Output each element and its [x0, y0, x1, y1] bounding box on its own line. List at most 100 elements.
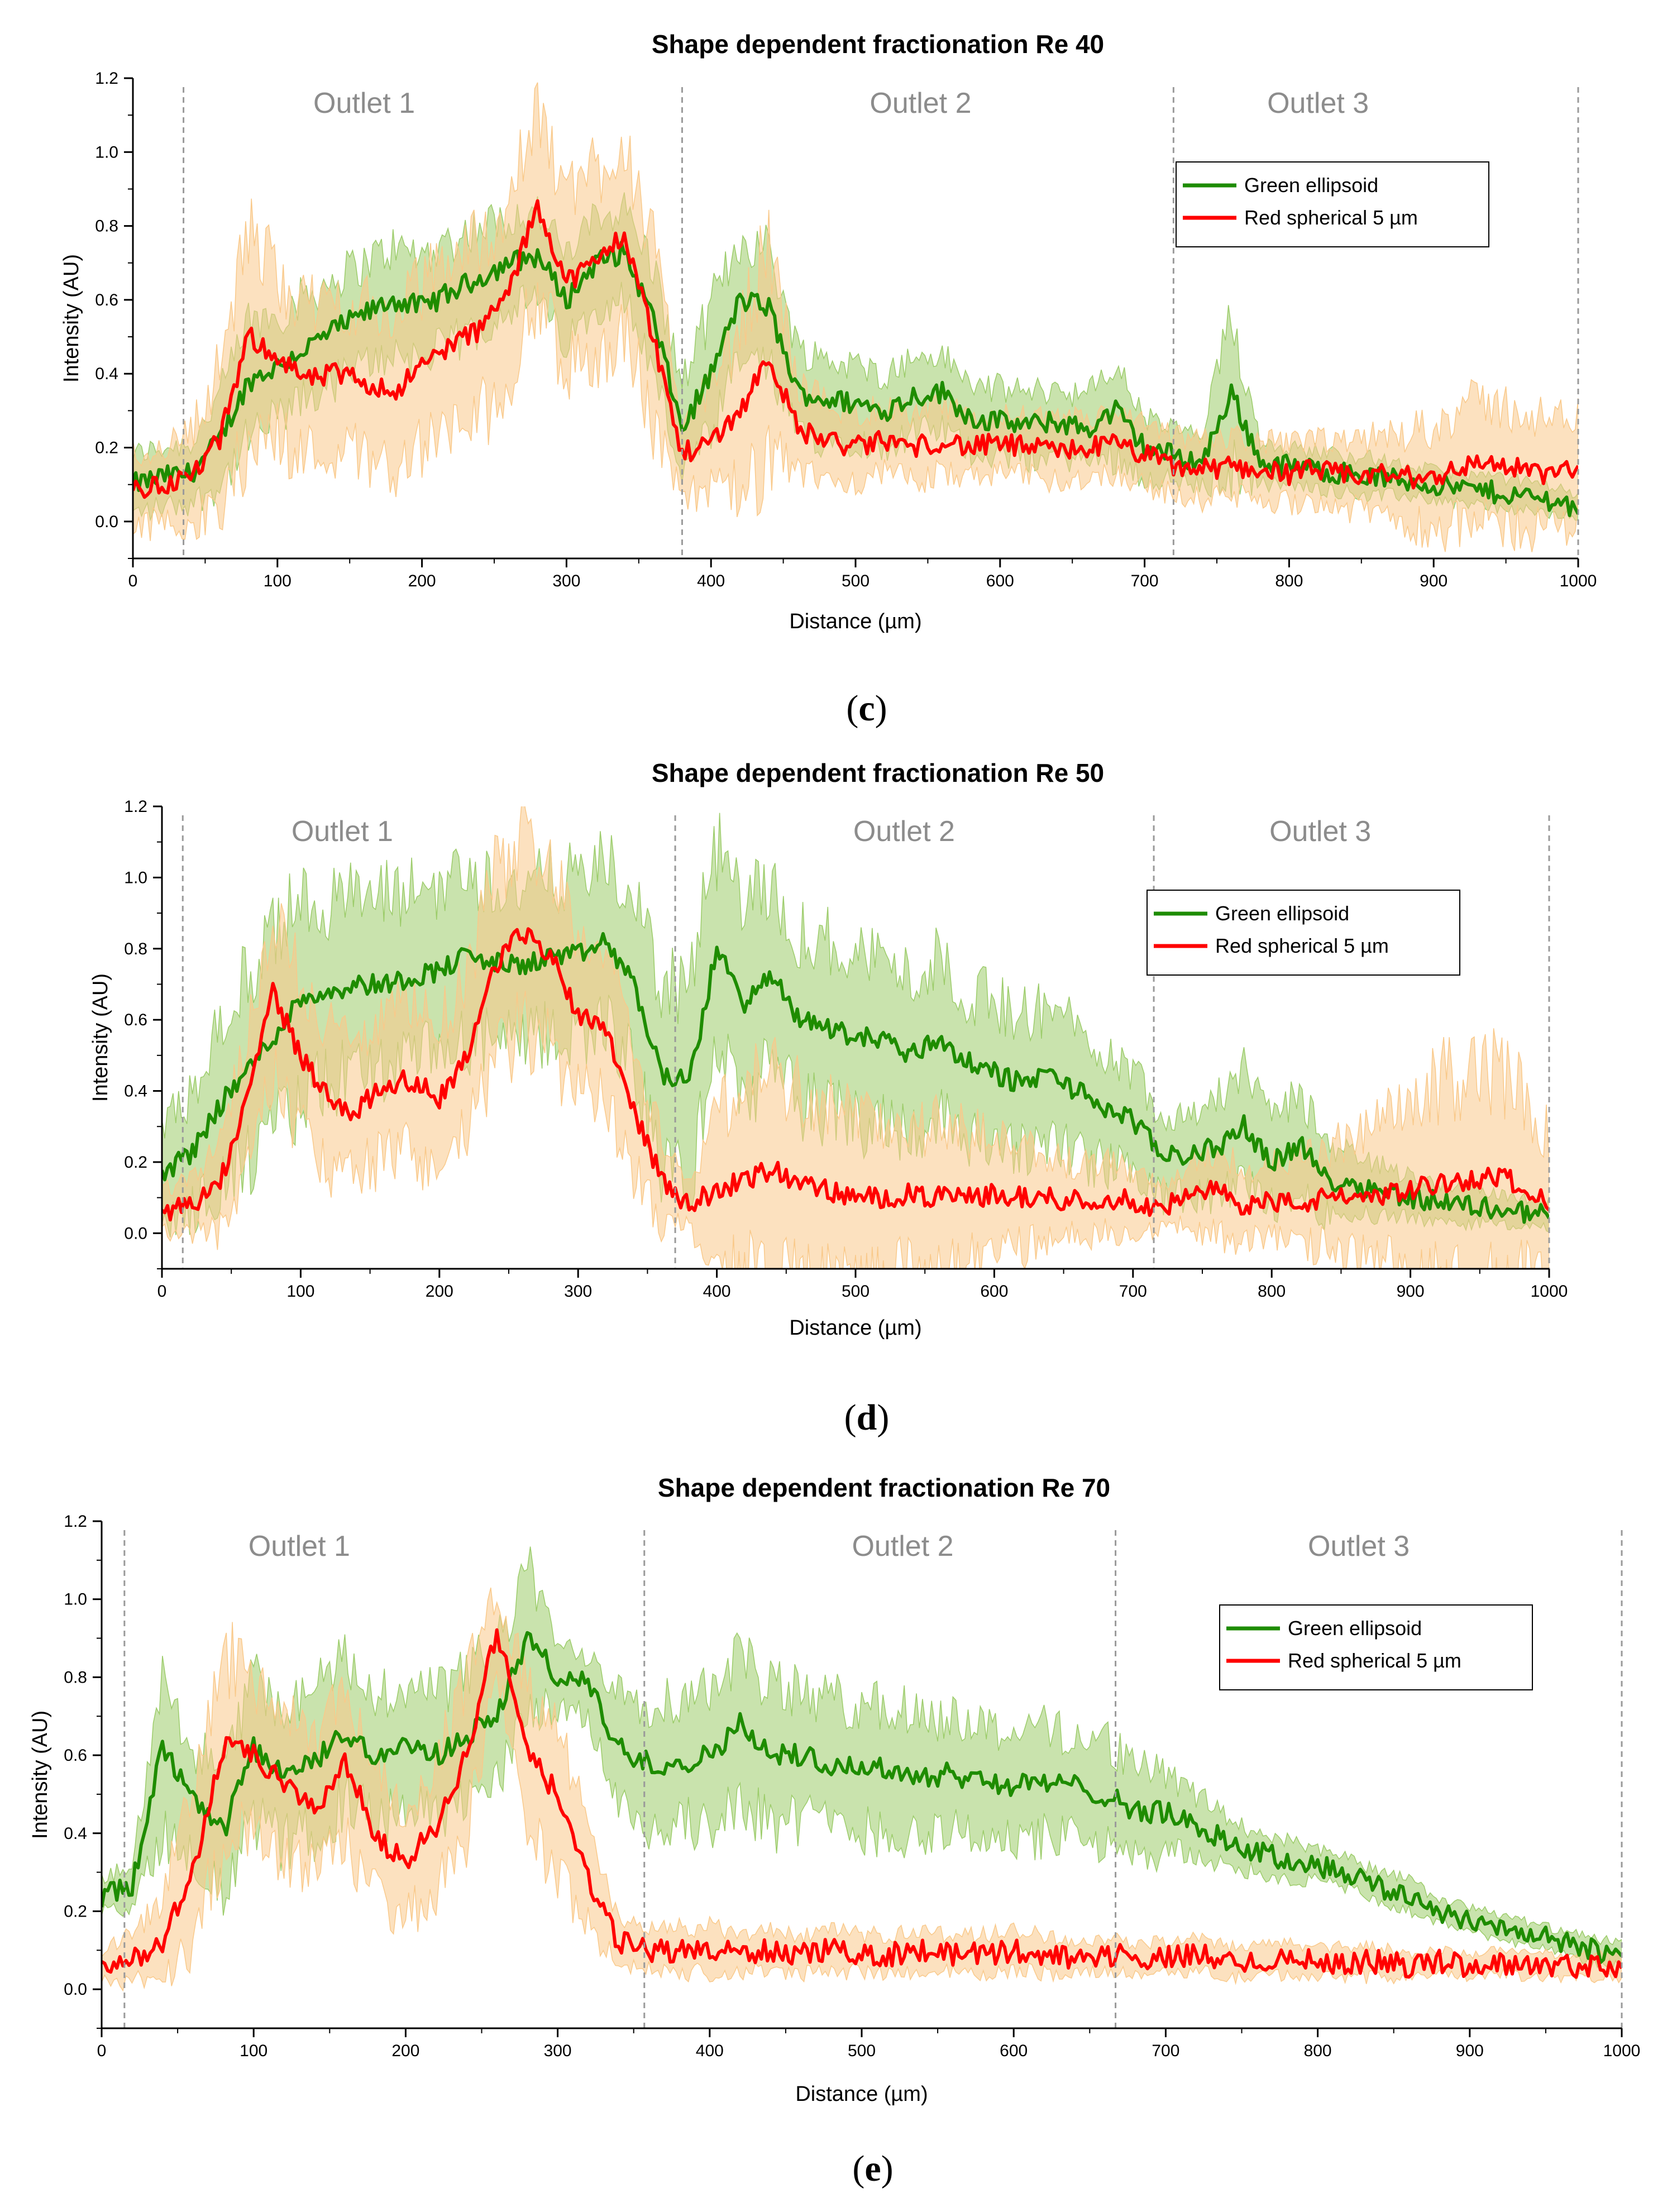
x-tick-label: 300	[552, 572, 580, 590]
y-axis-label: Intensity (AU)	[60, 254, 83, 383]
x-tick-label: 1000	[1560, 572, 1597, 590]
x-axis-label: Distance (µm)	[795, 2082, 928, 2106]
series-line-red-spherical	[133, 199, 1578, 499]
x-tick-label: 300	[564, 1282, 592, 1301]
chart-title: Shape dependent fractionation Re 40	[652, 30, 1104, 59]
x-tick-label: 800	[1258, 1282, 1286, 1301]
outlet-label-2: Outlet 2	[853, 815, 955, 848]
error-band-red	[133, 82, 1578, 552]
error-band-green	[102, 1546, 1622, 1970]
y-tick-label: 0.8	[95, 217, 118, 236]
x-tick-label: 200	[426, 1282, 453, 1301]
caption-open-paren: (	[844, 1397, 857, 1438]
outlet-label-3: Outlet 3	[1267, 87, 1369, 120]
x-tick-label: 1000	[1531, 1282, 1568, 1301]
y-tick-label: 0.2	[95, 439, 118, 457]
x-tick-label: 0	[97, 2042, 107, 2060]
x-tick-label: 600	[980, 1282, 1008, 1301]
x-tick-label: 700	[1131, 572, 1159, 590]
y-tick-label: 0.0	[95, 513, 118, 531]
x-tick-label: 900	[1420, 572, 1448, 590]
x-tick-label: 800	[1275, 572, 1303, 590]
y-tick-label: 0.4	[64, 1824, 87, 1843]
legend-entry-green-ellipsoid: Green ellipsoid	[1215, 902, 1349, 925]
x-tick-label: 400	[697, 572, 725, 590]
x-tick-label: 100	[264, 572, 292, 590]
y-tick-label: 1.2	[124, 797, 147, 816]
y-tick-label: 0.0	[64, 1980, 87, 1999]
panel-caption: (e)	[852, 2148, 893, 2189]
plot-area	[133, 82, 1578, 552]
x-tick-label: 1000	[1603, 2042, 1641, 2060]
series-line-red-spherical	[162, 927, 1549, 1222]
legend-entry-green-ellipsoid: Green ellipsoid	[1288, 1617, 1422, 1640]
chart-panel-c: Shape dependent fractionation Re 40 Outle…	[60, 30, 1597, 729]
legend-box	[1176, 161, 1489, 247]
chart-panel-d: Shape dependent fractionation Re 50 Outle…	[89, 758, 1568, 1438]
x-tick-label: 200	[408, 572, 436, 590]
panel-caption: (d)	[844, 1397, 890, 1438]
y-tick-label: 1.0	[124, 868, 147, 887]
caption-close-paren: )	[875, 688, 887, 729]
y-tick-label: 0.8	[124, 940, 147, 958]
outlet-label-1: Outlet 1	[292, 815, 393, 848]
caption-letter: c	[858, 688, 875, 729]
y-tick-label: 1.0	[95, 143, 118, 161]
series-line-red-spherical	[102, 1628, 1622, 1979]
caption-letter: e	[864, 2148, 881, 2189]
x-tick-label: 200	[391, 2042, 419, 2060]
caption-close-paren: )	[877, 1397, 889, 1438]
x-tick-label: 500	[842, 1282, 870, 1301]
chart-title: Shape dependent fractionation Re 50	[652, 758, 1104, 787]
plot-area	[162, 806, 1549, 1269]
y-tick-label: 0.4	[124, 1082, 147, 1101]
legend-entry-red-spherical: Red spherical 5 µm	[1215, 934, 1389, 957]
x-tick-label: 500	[842, 572, 870, 590]
x-tick-label: 400	[696, 2042, 724, 2060]
x-tick-label: 600	[1000, 2042, 1028, 2060]
chart-panel-e: Shape dependent fractionation Re 70 Outle…	[28, 1473, 1640, 2189]
x-tick-label: 500	[848, 2042, 876, 2060]
caption-letter: d	[857, 1397, 877, 1438]
x-tick-label: 700	[1152, 2042, 1179, 2060]
y-tick-label: 0.6	[95, 291, 118, 309]
plot-area	[102, 1546, 1622, 1992]
y-tick-label: 0.2	[64, 1902, 87, 1920]
outlet-label-3: Outlet 3	[1308, 1530, 1410, 1563]
y-tick-label: 0.4	[95, 365, 118, 383]
x-tick-label: 0	[128, 572, 138, 590]
series-line-green-ellipsoid	[133, 241, 1578, 517]
panel-caption: (c)	[846, 688, 887, 729]
outlet-label-2: Outlet 2	[870, 87, 971, 120]
outlet-label-2: Outlet 2	[852, 1530, 953, 1563]
y-tick-label: 0.6	[64, 1746, 87, 1765]
y-tick-label: 0.0	[124, 1224, 147, 1243]
legend-box	[1219, 1604, 1533, 1690]
series-line-green-ellipsoid	[162, 932, 1549, 1224]
y-tick-label: 1.2	[64, 1512, 87, 1531]
x-tick-label: 700	[1119, 1282, 1147, 1301]
x-axis-label: Distance (µm)	[789, 610, 921, 633]
x-tick-label: 100	[240, 2042, 267, 2060]
x-tick-label: 300	[544, 2042, 572, 2060]
y-tick-label: 1.0	[64, 1590, 87, 1609]
y-tick-label: 1.2	[95, 69, 118, 88]
legend-entry-red-spherical: Red spherical 5 µm	[1288, 1649, 1461, 1672]
x-tick-label: 400	[703, 1282, 731, 1301]
chart-title: Shape dependent fractionation Re 70	[658, 1473, 1110, 1502]
legend-entry-red-spherical: Red spherical 5 µm	[1244, 206, 1418, 229]
y-tick-label: 0.8	[64, 1668, 87, 1687]
x-tick-label: 900	[1456, 2042, 1484, 2060]
legend-box	[1146, 890, 1460, 976]
series-line-green-ellipsoid	[102, 1631, 1622, 1965]
y-tick-label: 0.6	[124, 1011, 147, 1029]
x-tick-label: 800	[1304, 2042, 1332, 2060]
y-axis-label: Intensity (AU)	[28, 1711, 52, 1839]
y-axis-label: Intensity (AU)	[89, 973, 112, 1102]
x-axis-label: Distance (µm)	[789, 1316, 921, 1340]
outlet-label-3: Outlet 3	[1269, 815, 1371, 848]
x-tick-label: 600	[986, 572, 1014, 590]
outlet-label-1: Outlet 1	[249, 1530, 350, 1563]
y-tick-label: 0.2	[124, 1153, 147, 1172]
